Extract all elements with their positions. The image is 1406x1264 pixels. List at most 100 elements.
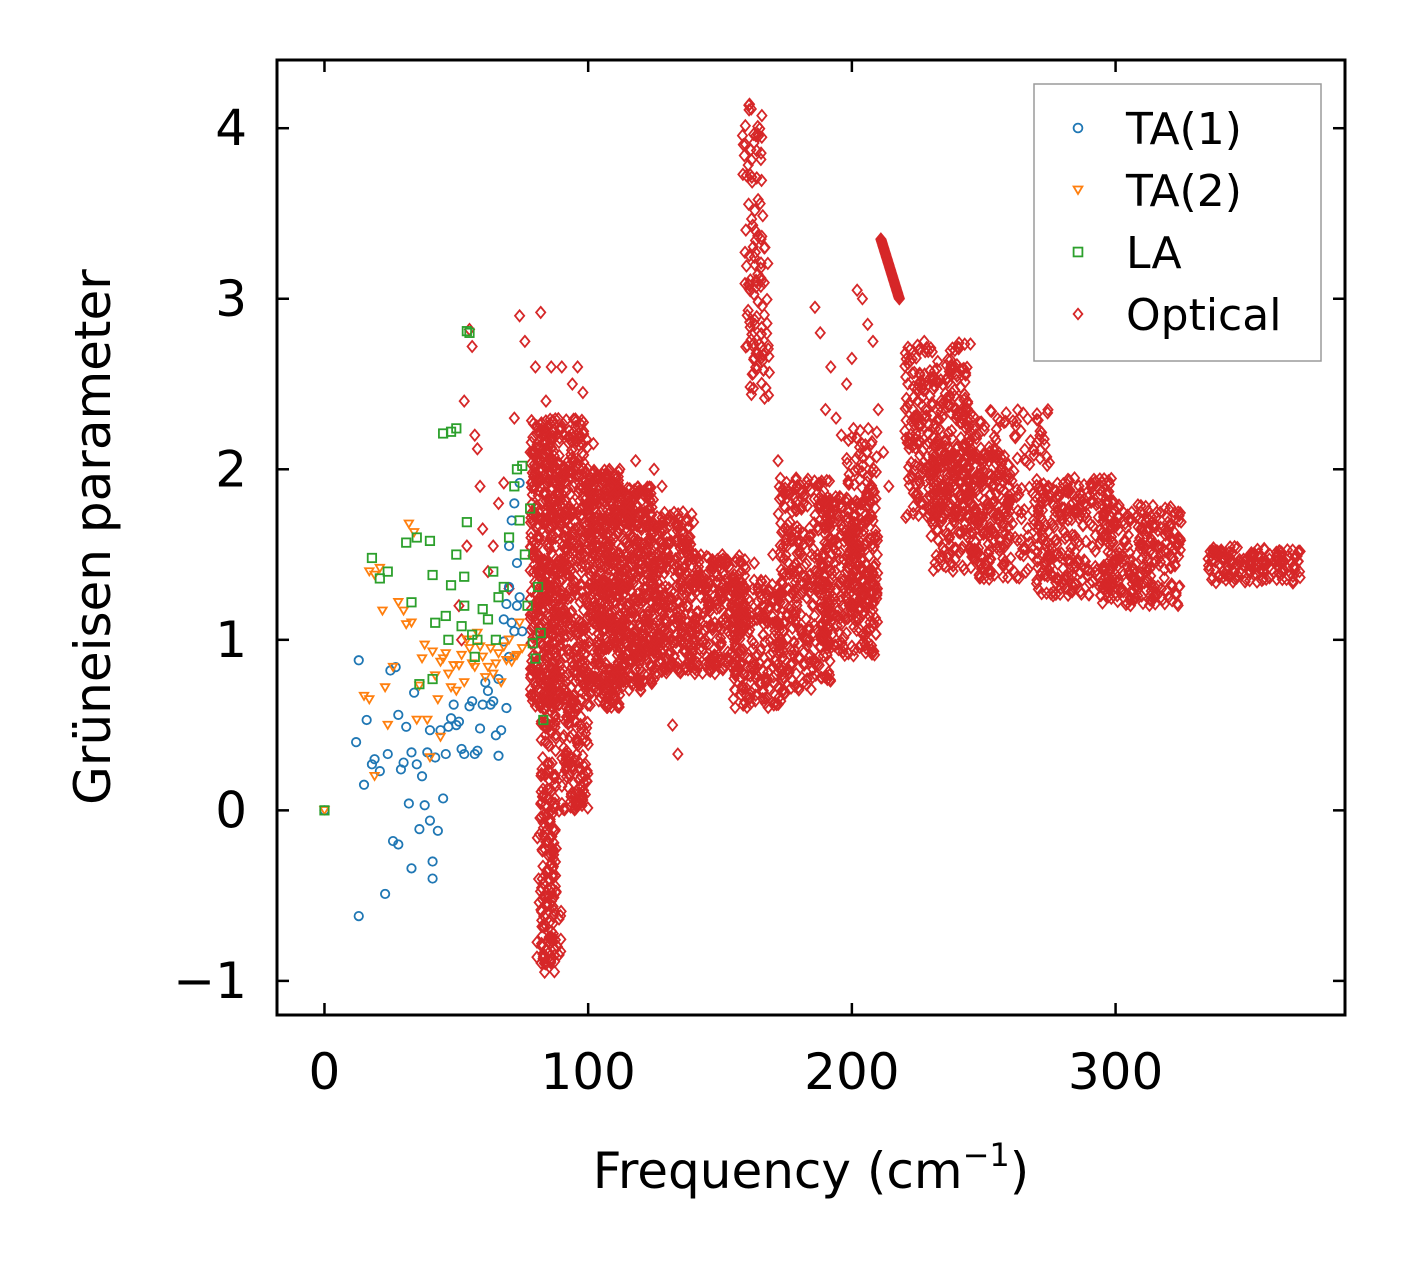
optical-point bbox=[947, 564, 959, 579]
optical-point bbox=[549, 695, 562, 710]
optical-point bbox=[782, 600, 795, 615]
optical-point bbox=[998, 555, 1011, 570]
optical-point bbox=[823, 574, 836, 589]
optical-point bbox=[941, 483, 953, 498]
optical-point bbox=[947, 493, 959, 508]
optical-point bbox=[1173, 579, 1186, 594]
optical-point bbox=[525, 480, 538, 495]
optical-point bbox=[570, 747, 583, 762]
optical-point bbox=[548, 823, 560, 838]
optical-point bbox=[901, 508, 914, 523]
optical-point bbox=[641, 567, 654, 582]
optical-point bbox=[982, 537, 995, 552]
optical-point bbox=[547, 509, 559, 524]
optical-point bbox=[571, 560, 583, 575]
optical-point bbox=[717, 660, 730, 675]
optical-point bbox=[1167, 551, 1180, 566]
optical-point bbox=[871, 581, 884, 596]
optical-point bbox=[1017, 548, 1030, 563]
optical-point bbox=[946, 385, 958, 400]
optical-point bbox=[1165, 532, 1178, 546]
optical-point bbox=[1011, 533, 1024, 548]
optical-point bbox=[960, 421, 972, 436]
optical-point bbox=[937, 541, 949, 556]
optical-point bbox=[1105, 546, 1118, 561]
optical-point bbox=[762, 587, 774, 602]
optical-point bbox=[1069, 505, 1082, 520]
optical-point bbox=[536, 676, 548, 691]
optical-point bbox=[760, 675, 772, 690]
optical-point bbox=[672, 663, 684, 678]
optical-point bbox=[623, 657, 636, 672]
optical-point bbox=[796, 548, 809, 563]
optical-point bbox=[778, 645, 790, 660]
optical-point bbox=[1050, 483, 1062, 498]
optical-point bbox=[552, 489, 564, 504]
optical-point bbox=[782, 484, 795, 499]
optical-point bbox=[581, 774, 593, 789]
optical-point bbox=[571, 551, 584, 566]
optical-point bbox=[1061, 581, 1073, 596]
optical-point bbox=[822, 665, 835, 679]
optical-point bbox=[922, 501, 934, 516]
optical-point bbox=[1117, 584, 1130, 599]
optical-point bbox=[758, 391, 771, 406]
optical-point bbox=[1134, 531, 1146, 546]
optical-point bbox=[822, 559, 834, 574]
optical-point bbox=[959, 516, 971, 531]
optical-point bbox=[941, 467, 953, 482]
optical-point bbox=[602, 582, 615, 597]
optical-point bbox=[619, 618, 631, 633]
optical-point bbox=[614, 620, 627, 635]
optical-point bbox=[584, 687, 597, 702]
optical-point bbox=[585, 601, 597, 616]
optical-point bbox=[813, 476, 825, 491]
optical-point bbox=[841, 560, 854, 575]
optical-point bbox=[740, 688, 752, 703]
optical-point bbox=[582, 543, 595, 558]
optical-point bbox=[913, 491, 925, 506]
optical-point bbox=[1172, 513, 1185, 528]
optical-point bbox=[805, 682, 817, 697]
optical-point bbox=[654, 534, 667, 549]
optical-point bbox=[1021, 521, 1034, 536]
optical-point bbox=[592, 520, 605, 534]
optical-point bbox=[550, 565, 563, 580]
optical-point bbox=[1123, 564, 1135, 579]
optical-point bbox=[664, 508, 676, 523]
optical-point bbox=[999, 525, 1012, 540]
optical-point bbox=[748, 681, 760, 696]
optical-point bbox=[747, 636, 760, 651]
optical-point bbox=[1237, 552, 1250, 567]
optical-point bbox=[708, 642, 720, 657]
optical-point bbox=[1114, 542, 1126, 556]
optical-point bbox=[1272, 554, 1284, 568]
optical-point bbox=[1035, 586, 1048, 601]
optical-point bbox=[714, 631, 727, 645]
optical-point bbox=[558, 677, 570, 692]
optical-point bbox=[759, 240, 771, 255]
optical-point bbox=[600, 601, 613, 615]
optical-point bbox=[1075, 587, 1088, 601]
optical-point bbox=[701, 611, 713, 626]
optical-point bbox=[577, 793, 589, 807]
optical-point bbox=[1005, 493, 1018, 507]
optical-point bbox=[852, 556, 865, 571]
optical-point bbox=[686, 507, 698, 522]
optical-point bbox=[1254, 562, 1266, 577]
optical-point bbox=[789, 615, 801, 630]
optical-point bbox=[1018, 502, 1031, 517]
optical-point bbox=[1099, 505, 1111, 520]
optical-point bbox=[1048, 520, 1060, 535]
optical-point bbox=[576, 413, 588, 428]
optical-point bbox=[946, 459, 958, 474]
optical-point bbox=[900, 352, 912, 366]
optical-point bbox=[689, 658, 701, 673]
optical-point bbox=[536, 919, 548, 934]
optical-point bbox=[1276, 565, 1289, 579]
optical-point bbox=[1244, 565, 1257, 580]
optical-point bbox=[943, 364, 956, 379]
optical-point bbox=[969, 472, 982, 487]
optical-point bbox=[993, 540, 1006, 555]
optical-point bbox=[580, 721, 593, 735]
